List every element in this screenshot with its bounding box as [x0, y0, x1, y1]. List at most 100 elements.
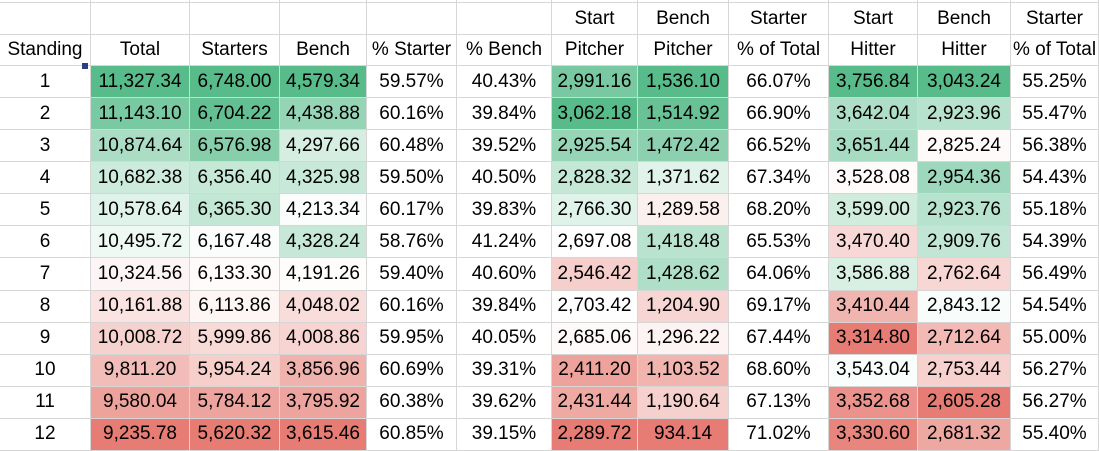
partial-cell-start-pitcher[interactable] [552, 0, 638, 3]
cell-bench-hitter[interactable]: 2,681.32 [918, 418, 1011, 451]
cell-pct-bench[interactable]: 39.84% [457, 98, 552, 131]
cell-start-pitcher[interactable]: 2,991.16 [552, 66, 638, 99]
cell-start-hitter[interactable]: 3,543.04 [829, 354, 918, 387]
partial-cell-starter-pct-total-pitcher[interactable] [729, 0, 829, 3]
cell-starter-pct-total-hitter[interactable]: 55.18% [1011, 194, 1099, 227]
partial-cell-bench[interactable] [280, 0, 367, 3]
cell-starter-pct-total-pitcher[interactable]: 67.13% [729, 386, 829, 419]
cell-pct-bench[interactable]: 40.05% [457, 322, 552, 355]
cell-start-hitter[interactable]: 3,642.04 [829, 98, 918, 131]
cell-start-pitcher[interactable]: 2,289.72 [552, 418, 638, 451]
cell-bench-hitter[interactable]: 2,605.28 [918, 386, 1011, 419]
partial-cell-total[interactable] [91, 0, 190, 3]
column-header-standing[interactable]: Standing [0, 35, 91, 66]
column-header-starter-pct-total-hitter[interactable]: % of Total [1011, 35, 1099, 66]
cell-starter-pct-total-pitcher[interactable]: 66.52% [729, 130, 829, 163]
cell-standing[interactable]: 3 [0, 130, 91, 163]
cell-bench-pitcher[interactable]: 1,190.64 [638, 386, 729, 419]
cell-standing[interactable]: 5 [0, 194, 91, 227]
cell-standing[interactable]: 11 [0, 386, 91, 419]
cell-starter-pct-total-pitcher[interactable]: 66.90% [729, 98, 829, 131]
cell-bench-pitcher[interactable]: 1,418.48 [638, 226, 729, 259]
cell-bench-pitcher[interactable]: 1,289.58 [638, 194, 729, 227]
column-header-total[interactable]: Total [91, 35, 190, 66]
cell-bench-pitcher[interactable]: 1,472.42 [638, 130, 729, 163]
cell-bench[interactable]: 4,328.24 [280, 226, 367, 259]
selection-fill-handle[interactable] [82, 63, 88, 69]
cell-standing[interactable]: 1 [0, 66, 91, 99]
cell-bench[interactable]: 4,191.26 [280, 258, 367, 291]
cell-start-pitcher[interactable]: 2,828.32 [552, 162, 638, 195]
cell-bench-pitcher[interactable]: 934.14 [638, 418, 729, 451]
column-header-bench[interactable]: Bench [280, 35, 367, 66]
cell-total[interactable]: 9,235.78 [91, 418, 190, 451]
cell-starter-pct-total-pitcher[interactable]: 68.60% [729, 354, 829, 387]
cell-starters[interactable]: 5,620.32 [190, 418, 280, 451]
column-header-line1-bench-hitter[interactable]: Bench [918, 3, 1011, 35]
cell-starters[interactable]: 5,954.24 [190, 354, 280, 387]
column-header-line1-starter-pct-total-hitter[interactable]: Starter [1011, 3, 1099, 35]
cell-starters[interactable]: 6,113.86 [190, 290, 280, 323]
column-header-line1-start-hitter[interactable]: Start [829, 3, 918, 35]
cell-pct-starter[interactable]: 60.85% [367, 418, 457, 451]
column-header-line1-start-pitcher[interactable]: Start [552, 3, 638, 35]
cell-start-hitter[interactable]: 3,756.84 [829, 66, 918, 99]
cell-pct-bench[interactable]: 39.62% [457, 386, 552, 419]
cell-pct-starter[interactable]: 60.16% [367, 98, 457, 131]
cell-pct-starter[interactable]: 60.16% [367, 290, 457, 323]
cell-standing[interactable]: 8 [0, 290, 91, 323]
cell-pct-starter[interactable]: 60.69% [367, 354, 457, 387]
cell-standing[interactable]: 10 [0, 354, 91, 387]
cell-bench-hitter[interactable]: 2,753.44 [918, 354, 1011, 387]
cell-pct-bench[interactable]: 39.83% [457, 194, 552, 227]
column-header-line1-starter-pct-total-pitcher[interactable]: Starter [729, 3, 829, 35]
cell-starter-pct-total-hitter[interactable]: 56.49% [1011, 258, 1099, 291]
cell-starter-pct-total-pitcher[interactable]: 67.34% [729, 162, 829, 195]
cell-bench[interactable]: 3,615.46 [280, 418, 367, 451]
cell-bench[interactable]: 4,325.98 [280, 162, 367, 195]
cell-starter-pct-total-hitter[interactable]: 55.47% [1011, 98, 1099, 131]
cell-pct-bench[interactable]: 39.52% [457, 130, 552, 163]
partial-cell-standing[interactable] [0, 0, 91, 3]
cell-bench[interactable]: 3,856.96 [280, 354, 367, 387]
cell-total[interactable]: 10,161.88 [91, 290, 190, 323]
cell-total[interactable]: 9,580.04 [91, 386, 190, 419]
cell-bench-hitter[interactable]: 2,712.64 [918, 322, 1011, 355]
cell-bench-pitcher[interactable]: 1,514.92 [638, 98, 729, 131]
cell-bench-hitter[interactable]: 2,762.64 [918, 258, 1011, 291]
cell-starters[interactable]: 6,356.40 [190, 162, 280, 195]
cell-pct-bench[interactable]: 39.31% [457, 354, 552, 387]
cell-starter-pct-total-hitter[interactable]: 55.40% [1011, 418, 1099, 451]
column-header-line1-bench-pitcher[interactable]: Bench [638, 3, 729, 35]
cell-bench-pitcher[interactable]: 1,204.90 [638, 290, 729, 323]
cell-pct-bench[interactable]: 40.43% [457, 66, 552, 99]
cell-pct-starter[interactable]: 59.57% [367, 66, 457, 99]
cell-bench[interactable]: 4,438.88 [280, 98, 367, 131]
column-header-start-hitter[interactable]: Hitter [829, 35, 918, 66]
cell-starters[interactable]: 6,167.48 [190, 226, 280, 259]
cell-start-pitcher[interactable]: 2,546.42 [552, 258, 638, 291]
partial-cell-start-hitter[interactable] [829, 0, 918, 3]
cell-start-hitter[interactable]: 3,410.44 [829, 290, 918, 323]
cell-starter-pct-total-hitter[interactable]: 56.27% [1011, 386, 1099, 419]
cell-starter-pct-total-pitcher[interactable]: 66.07% [729, 66, 829, 99]
cell-starters[interactable]: 6,365.30 [190, 194, 280, 227]
cell-pct-bench[interactable]: 39.15% [457, 418, 552, 451]
cell-starter-pct-total-pitcher[interactable]: 71.02% [729, 418, 829, 451]
cell-bench-hitter[interactable]: 2,954.36 [918, 162, 1011, 195]
cell-total[interactable]: 10,324.56 [91, 258, 190, 291]
cell-start-hitter[interactable]: 3,528.08 [829, 162, 918, 195]
cell-start-hitter[interactable]: 3,586.88 [829, 258, 918, 291]
cell-start-hitter[interactable]: 3,651.44 [829, 130, 918, 163]
cell-pct-starter[interactable]: 60.38% [367, 386, 457, 419]
column-header-pct-starter[interactable]: % Starter [367, 35, 457, 66]
cell-starters[interactable]: 6,704.22 [190, 98, 280, 131]
cell-pct-bench[interactable]: 40.60% [457, 258, 552, 291]
partial-cell-pct-starter[interactable] [367, 0, 457, 3]
column-header-line1-total[interactable] [91, 3, 190, 35]
cell-bench[interactable]: 4,008.86 [280, 322, 367, 355]
cell-starters[interactable]: 5,784.12 [190, 386, 280, 419]
cell-starter-pct-total-hitter[interactable]: 56.38% [1011, 130, 1099, 163]
cell-standing[interactable]: 7 [0, 258, 91, 291]
column-header-starters[interactable]: Starters [190, 35, 280, 66]
